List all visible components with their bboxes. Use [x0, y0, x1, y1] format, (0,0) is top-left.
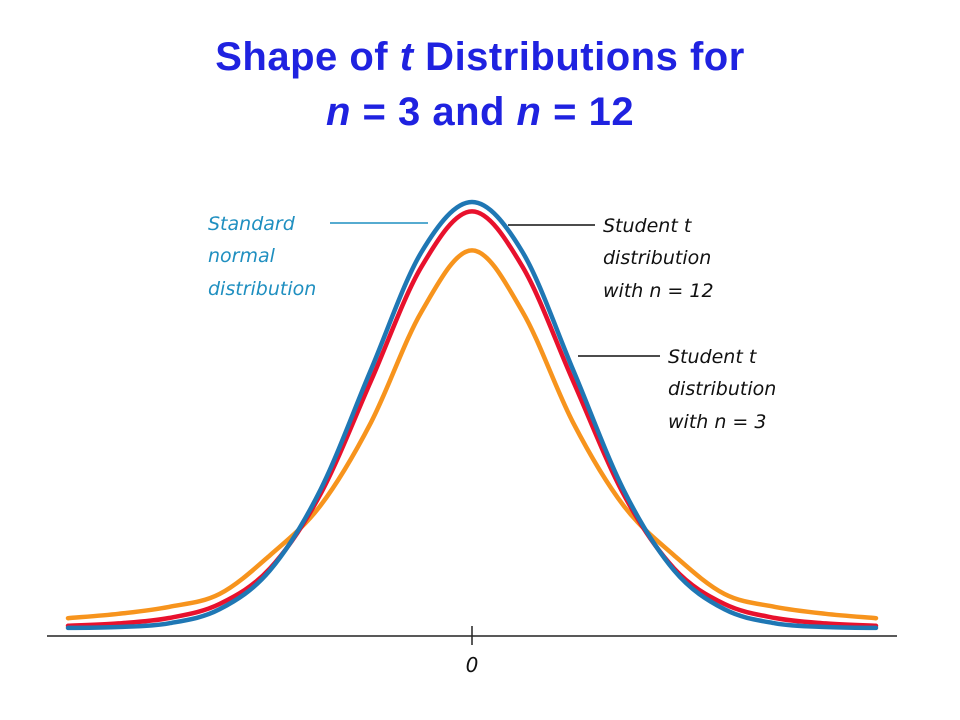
title-text: Shape of [215, 35, 400, 79]
annotation-line: normal [208, 245, 276, 267]
annotation-line: Student t [603, 215, 693, 237]
series-line-standard-normal [65, 199, 879, 631]
annotation-line: distribution [208, 278, 316, 300]
series-line-t-n3 [65, 248, 879, 621]
title-line-1: Shape of t Distributions for [0, 30, 960, 85]
annotation-line: distribution [603, 247, 711, 269]
annotation-line: with n = 3 [668, 411, 766, 433]
annotation-line: Student t [668, 346, 758, 368]
curves [65, 199, 879, 631]
title-text-italic: n [516, 90, 542, 134]
title-text: = 3 and [350, 90, 517, 134]
title-text-italic: t [399, 35, 414, 79]
title-line-2: n = 3 and n = 12 [0, 85, 960, 140]
annotation-standard-normal: Standard normal distribution [208, 213, 428, 300]
annotations: Standard normal distribution Student t d… [208, 213, 776, 433]
title-text: Distributions for [413, 35, 745, 79]
x-tick-label: 0 [466, 653, 479, 677]
title-text: = 12 [541, 90, 635, 134]
chart-title: Shape of t Distributions for n = 3 and n… [0, 30, 960, 140]
series-line-t-n12 [65, 209, 879, 629]
annotation-line: with n = 12 [603, 280, 714, 302]
annotation-t3: Student t distribution with n = 3 [578, 346, 776, 433]
annotation-line: distribution [668, 378, 776, 400]
annotation-t12: Student t distribution with n = 12 [508, 215, 714, 302]
title-text-italic: n [325, 90, 351, 134]
annotation-line: Standard [208, 213, 296, 235]
